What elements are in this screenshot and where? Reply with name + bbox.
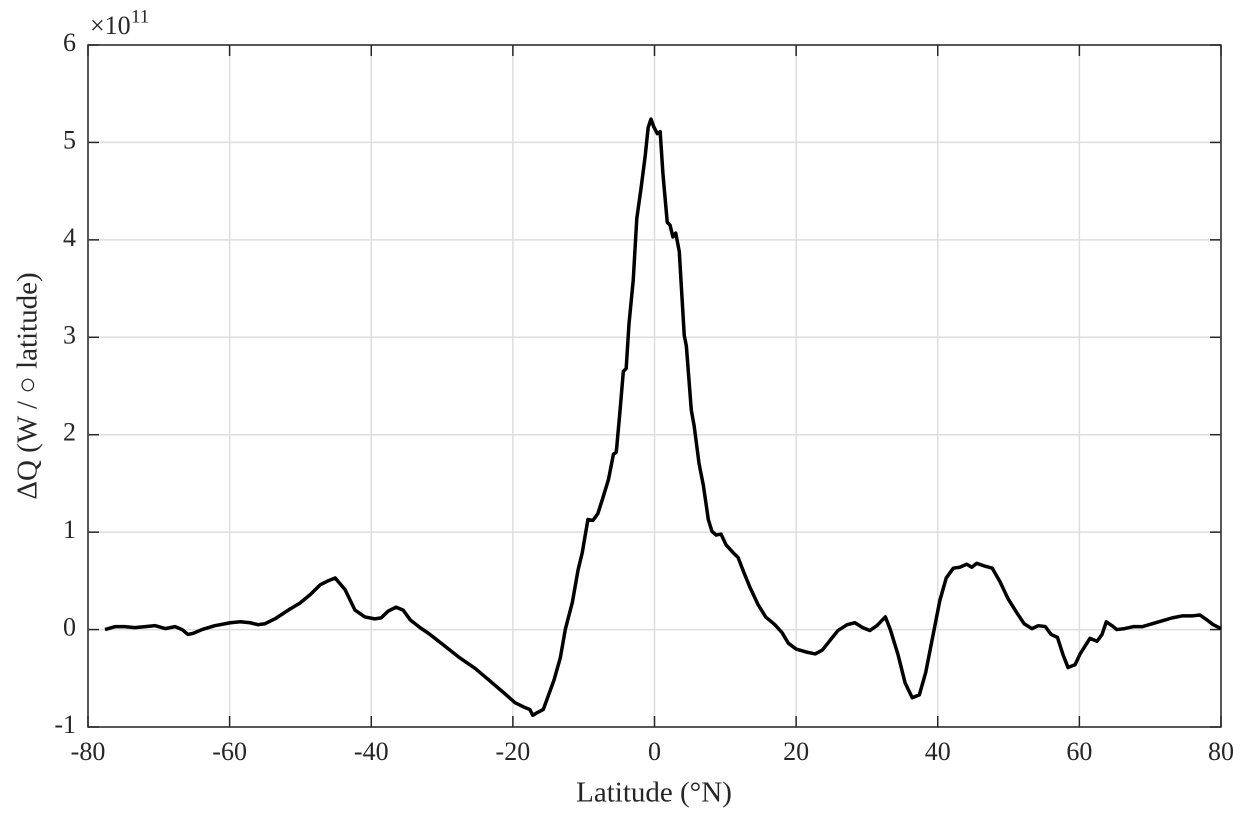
y-tick-label: 4	[63, 223, 76, 252]
y-tick-label: 1	[63, 515, 76, 544]
y-tick-label: 3	[63, 320, 76, 349]
x-tick-label: 20	[783, 737, 809, 766]
y-axis-label: ΔQ (W / ○ latitude)	[12, 272, 44, 499]
data-line	[104, 117, 1222, 718]
x-tick-label: -80	[71, 737, 106, 766]
x-tick-label: 80	[1208, 737, 1234, 766]
y-tick-label: -1	[54, 710, 76, 739]
y-exponent-base: ×10	[90, 11, 131, 40]
y-exponent: 11	[131, 6, 149, 27]
x-axis-label: Latitude (°N)	[576, 777, 732, 809]
x-tick-label: -40	[354, 737, 389, 766]
y-tick-label: 0	[63, 613, 76, 642]
x-tick-label: 0	[648, 737, 661, 766]
x-tick-label: -20	[496, 737, 531, 766]
y-tick-label: 5	[63, 125, 76, 154]
y-tick-label: 6	[63, 28, 76, 57]
x-tick-label: 60	[1066, 737, 1092, 766]
y-tick-label: 2	[63, 418, 76, 447]
plot-frame	[87, 44, 1222, 728]
x-tick-label: 40	[925, 737, 951, 766]
x-tick-label: -60	[212, 737, 247, 766]
